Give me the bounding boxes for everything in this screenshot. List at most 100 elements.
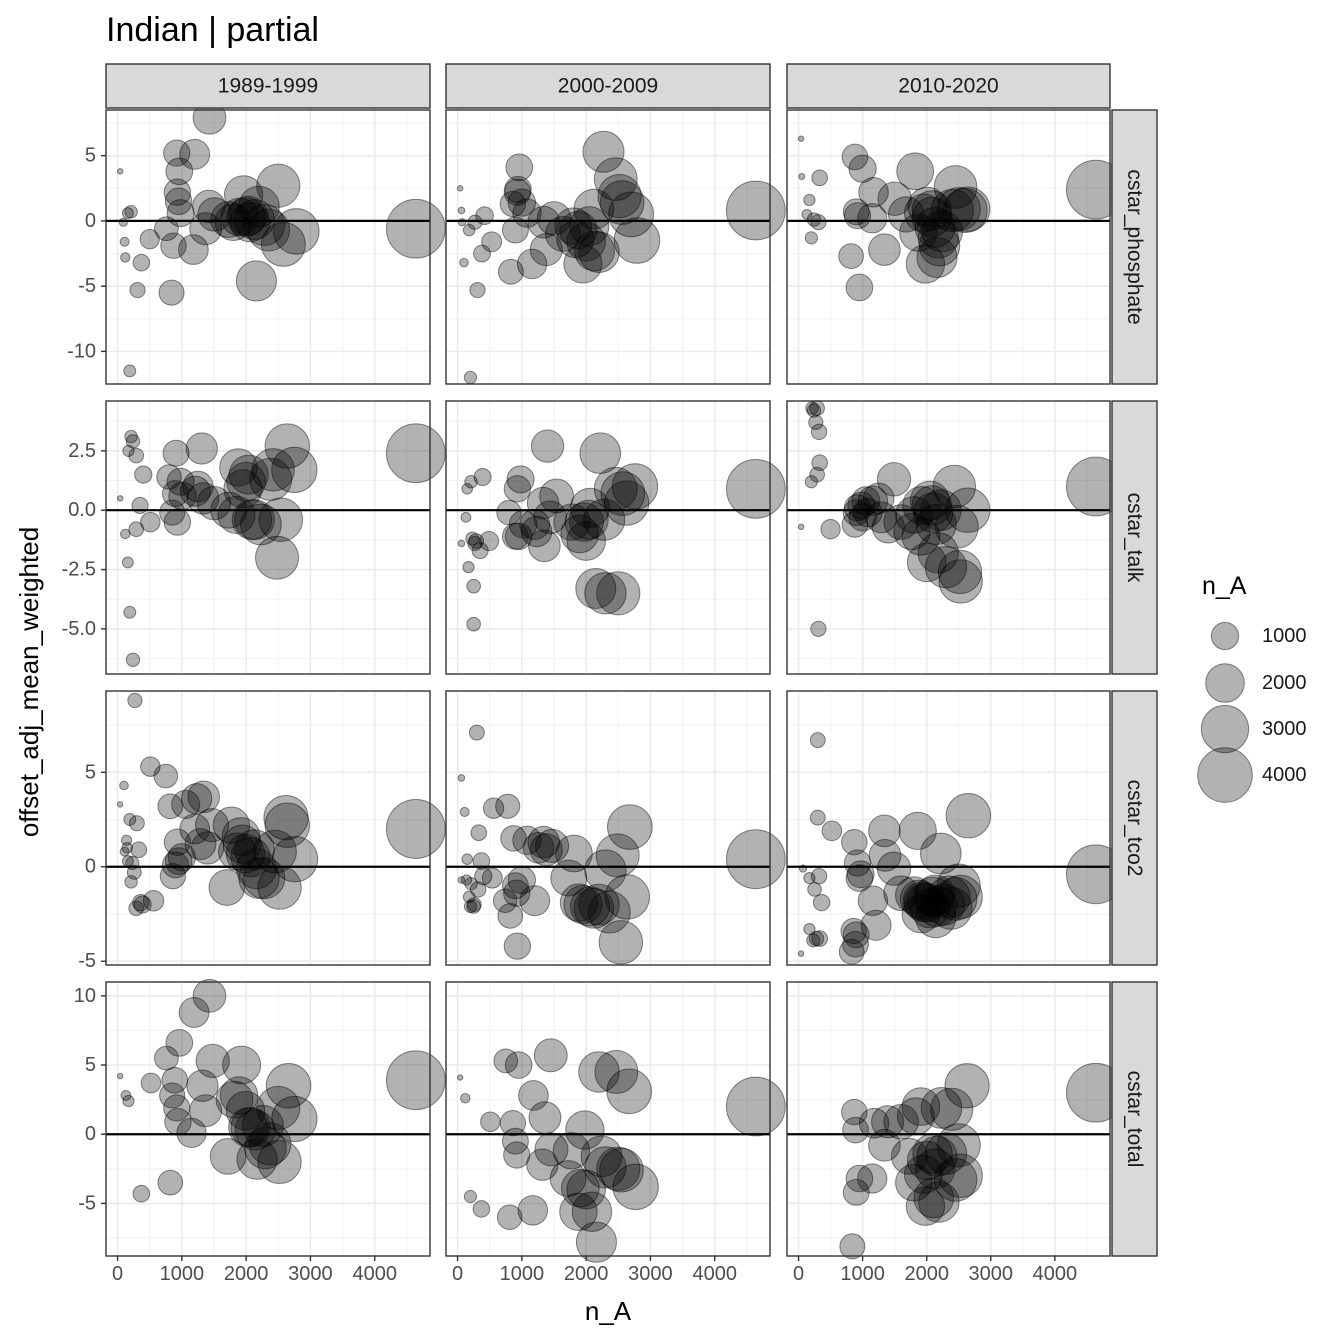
data-point <box>937 549 983 595</box>
data-point <box>159 499 186 526</box>
data-point <box>529 833 563 867</box>
data-point <box>573 887 615 929</box>
data-point <box>127 692 143 709</box>
data-point <box>725 180 786 241</box>
data-point <box>462 890 476 904</box>
data-point <box>912 492 954 533</box>
data-point <box>238 857 280 899</box>
data-point <box>493 1048 519 1074</box>
data-point <box>132 1184 151 1203</box>
data-point <box>460 874 473 886</box>
data-point <box>912 876 954 918</box>
y-tick-label: 5 <box>85 761 96 783</box>
data-point <box>153 763 179 789</box>
data-point <box>464 474 478 489</box>
data-point <box>583 498 626 541</box>
data-point <box>559 210 598 250</box>
data-point <box>848 503 877 532</box>
data-point <box>492 888 518 913</box>
panel-border <box>786 109 1111 385</box>
data-point <box>803 193 816 207</box>
data-point <box>181 783 213 815</box>
data-point <box>264 802 310 848</box>
data-point <box>256 1085 301 1131</box>
data-point <box>249 457 293 501</box>
data-point <box>552 1132 591 1170</box>
legend-key-label: 2000 <box>1262 672 1307 694</box>
data-point <box>512 198 542 228</box>
data-point <box>140 511 161 533</box>
data-point <box>798 864 808 873</box>
data-point <box>116 168 124 175</box>
data-point <box>566 221 606 262</box>
data-point <box>261 221 306 267</box>
strip-col-1989-1999: 1989-1999 <box>105 63 431 109</box>
data-point <box>505 153 534 182</box>
data-point <box>903 193 944 233</box>
data-point <box>508 510 538 539</box>
data-point <box>461 853 473 865</box>
data-point <box>612 1163 659 1211</box>
data-point <box>929 886 973 930</box>
data-point <box>596 571 641 616</box>
data-point <box>457 774 466 782</box>
data-point <box>865 501 898 534</box>
data-point <box>163 828 192 856</box>
y-tick-label: 10 <box>74 985 96 1007</box>
data-point <box>533 1038 568 1073</box>
data-point <box>607 804 653 850</box>
data-point <box>253 829 297 874</box>
axes: 5 0 -5 -10 2.5 0.0 -2.5 -5.0 5 0 -5 10 5 0 -5 0 1000 2000… <box>62 145 1078 1285</box>
data-point <box>906 882 947 923</box>
data-point <box>803 871 816 885</box>
data-point <box>185 432 218 465</box>
data-point <box>578 883 620 926</box>
data-point <box>474 867 493 886</box>
data-point <box>467 535 483 552</box>
data-point <box>905 1186 946 1226</box>
data-point <box>896 152 935 191</box>
panel-cstar_tco2-0 <box>105 690 446 966</box>
data-point <box>463 1189 478 1204</box>
x-tick-label: 1000 <box>160 1263 205 1285</box>
data-point <box>898 811 937 850</box>
data-point <box>808 414 824 430</box>
data-point <box>504 1051 533 1079</box>
panel-border <box>445 109 771 385</box>
data-point <box>154 1045 179 1071</box>
strip-col-label: 1989-1999 <box>218 75 318 98</box>
data-point <box>842 499 870 527</box>
chart-title: Indian | partial <box>106 11 319 49</box>
data-point <box>597 173 642 219</box>
data-point <box>905 244 946 284</box>
data-point <box>501 522 529 550</box>
data-point <box>871 1105 905 1139</box>
data-point <box>924 545 968 589</box>
data-point <box>847 491 876 520</box>
data-point <box>217 495 256 535</box>
data-point <box>157 1169 184 1196</box>
data-point <box>842 930 869 958</box>
data-point <box>530 429 565 463</box>
data-point <box>841 828 868 856</box>
data-point <box>845 273 874 302</box>
data-point <box>165 157 194 186</box>
data-point <box>559 1192 598 1231</box>
strip-row-label: cstar_total <box>1123 1071 1146 1168</box>
data-point <box>526 486 560 520</box>
data-point <box>139 229 160 250</box>
data-point <box>883 875 919 911</box>
data-point <box>918 224 961 267</box>
data-point <box>907 186 948 227</box>
data-point <box>385 799 446 859</box>
data-point <box>500 825 527 852</box>
panel-border <box>445 981 771 1257</box>
data-point <box>472 852 491 870</box>
data-point <box>503 1141 531 1169</box>
data-point <box>219 1076 259 1115</box>
data-point <box>228 195 269 236</box>
data-point <box>560 514 600 554</box>
data-point <box>857 1163 888 1194</box>
data-point <box>566 1169 606 1210</box>
data-point <box>556 220 595 259</box>
